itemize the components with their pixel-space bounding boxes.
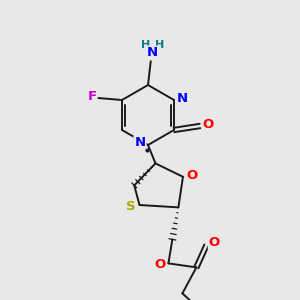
- Text: O: O: [186, 169, 198, 182]
- Text: H: H: [155, 40, 165, 50]
- Text: O: O: [202, 118, 214, 131]
- Text: O: O: [209, 236, 220, 249]
- Text: N: N: [134, 136, 146, 149]
- Text: O: O: [155, 258, 166, 271]
- Text: F: F: [88, 91, 97, 103]
- Text: N: N: [176, 92, 188, 106]
- Text: H: H: [141, 40, 151, 50]
- Text: S: S: [126, 200, 135, 212]
- Text: N: N: [146, 46, 158, 59]
